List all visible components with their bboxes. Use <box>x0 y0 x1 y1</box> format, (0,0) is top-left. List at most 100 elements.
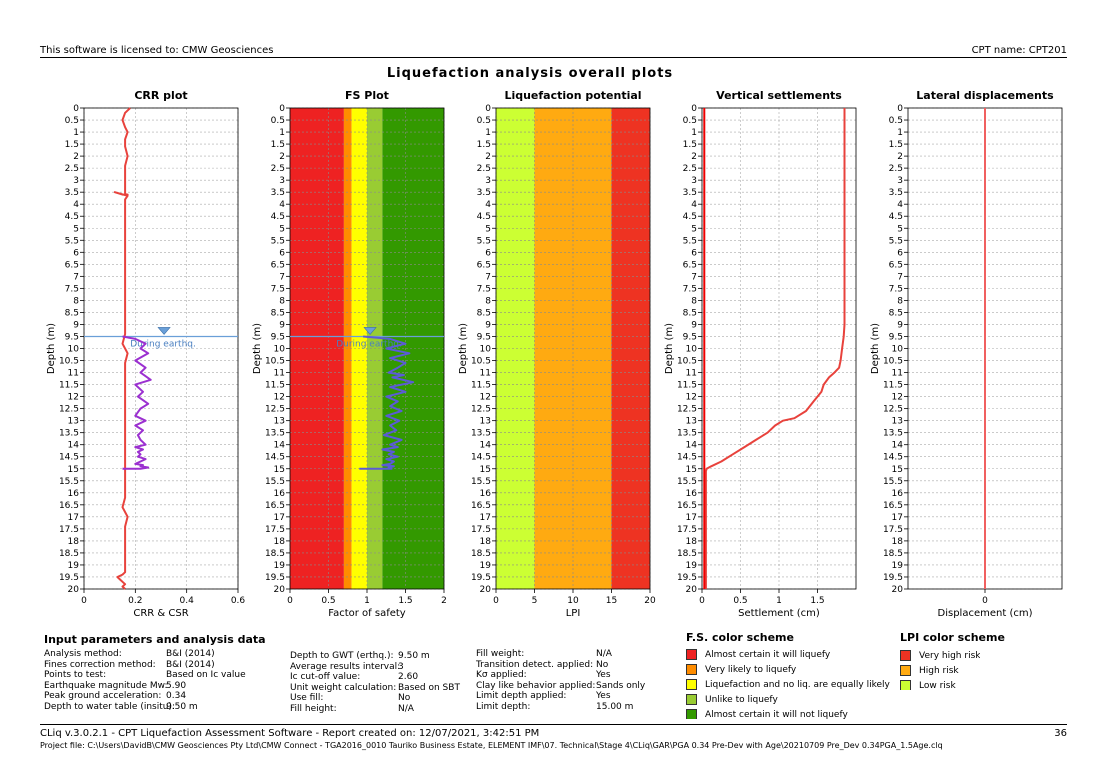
x-tick-label: 1.5 <box>810 596 824 606</box>
y-tick-label: 10 <box>68 345 80 355</box>
y-tick-label: 18 <box>480 537 492 547</box>
y-tick-label: 3.5 <box>683 188 697 198</box>
param-row: Analysis method: B&I (2014) <box>44 649 246 660</box>
y-tick-label: 12 <box>686 393 697 403</box>
y-tick-label: 14.5 <box>265 453 285 463</box>
y-tick-label: 10 <box>686 345 698 355</box>
y-tick-label: 11.5 <box>265 381 285 391</box>
y-tick-label: 12.5 <box>677 405 697 415</box>
y-tick-label: 11.5 <box>471 381 491 391</box>
legend-label: Almost certain it will liquefy <box>705 649 831 660</box>
legend-label: Unlike to liquefy <box>705 694 778 705</box>
y-tick-label: 15.5 <box>59 477 79 487</box>
y-tick-label: 13 <box>274 417 285 427</box>
y-tick-label: 10.5 <box>883 357 903 367</box>
y-tick-label: 18 <box>68 537 80 547</box>
param-key: Peak ground acceleration: <box>44 691 162 701</box>
x-tick-label: 10 <box>567 596 579 606</box>
y-tick-label: 5 <box>691 224 697 234</box>
y-tick-label: 18.5 <box>471 549 491 559</box>
y-tick-label: 8 <box>897 296 903 306</box>
y-tick-label: 14.5 <box>883 453 903 463</box>
y-tick-label: 1 <box>897 128 903 138</box>
y-tick-label: 5 <box>897 224 903 234</box>
y-tick-label: 0 <box>279 104 285 114</box>
y-tick-label: 7 <box>485 272 491 282</box>
y-axis-label: Depth (m) <box>458 323 469 374</box>
y-tick-label: 3 <box>485 176 491 186</box>
y-tick-label: 17 <box>892 513 903 523</box>
x-tick-label: 0 <box>81 596 87 606</box>
y-tick-label: 13.5 <box>59 429 79 439</box>
y-tick-label: 19 <box>480 561 492 571</box>
y-tick-label: 12.5 <box>59 405 79 415</box>
plot-panel-5: Lateral displacements00.511.522.533.544.… <box>870 89 1063 619</box>
color-swatch <box>686 694 697 705</box>
y-tick-label: 5.5 <box>889 236 903 246</box>
y-tick-label: 0 <box>485 104 491 114</box>
y-tick-label: 18.5 <box>883 549 903 559</box>
param-row: Average results interval: 3 <box>290 662 460 673</box>
x-axis-label: Settlement (cm) <box>738 608 820 619</box>
param-key: Fill height: <box>290 703 337 714</box>
y-axis-label: Depth (m) <box>252 323 263 374</box>
y-tick-label: 11 <box>480 369 491 379</box>
param-value: No <box>398 693 411 703</box>
param-key: Ic cut-off value: <box>290 672 361 682</box>
y-tick-label: 16 <box>480 489 492 499</box>
y-tick-label: 3 <box>897 176 903 186</box>
y-tick-label: 6 <box>485 248 491 258</box>
param-value: 2.60 <box>398 672 419 682</box>
fs-legend-item: Almost certain it will not liquefy <box>686 707 890 719</box>
color-swatch <box>900 650 911 661</box>
y-tick-label: 14 <box>686 441 698 451</box>
y-tick-label: 5.5 <box>65 236 79 246</box>
plot-title: Lateral displacements <box>916 89 1054 102</box>
y-tick-label: 0.5 <box>271 116 285 126</box>
y-tick-label: 6 <box>73 248 79 258</box>
y-tick-label: 2.5 <box>477 164 491 174</box>
y-tick-label: 9.5 <box>271 332 285 342</box>
param-row: Limit depth: 15.00 m <box>476 702 645 713</box>
y-tick-label: 15 <box>892 465 903 475</box>
y-tick-label: 17 <box>274 513 285 523</box>
param-key: Limit depth applied: <box>476 691 567 701</box>
y-tick-label: 5.5 <box>477 236 491 246</box>
param-value: 0.34 <box>166 691 187 701</box>
y-tick-label: 8.5 <box>889 308 903 318</box>
y-tick-label: 10 <box>480 345 492 355</box>
param-key: Unit weight calculation: <box>290 682 397 693</box>
y-tick-label: 2.5 <box>65 164 79 174</box>
y-tick-label: 2 <box>691 152 697 162</box>
y-tick-label: 12.5 <box>265 405 285 415</box>
y-tick-label: 20 <box>68 585 80 595</box>
y-tick-label: 12.5 <box>471 405 491 415</box>
y-tick-label: 11 <box>686 369 697 379</box>
y-tick-label: 12 <box>892 393 903 403</box>
y-tick-label: 7 <box>73 272 79 282</box>
y-tick-label: 9 <box>691 320 697 330</box>
y-tick-label: 19 <box>892 561 904 571</box>
plot-panel-2: FS Plot00.511.522.533.544.555.566.577.58… <box>252 89 447 619</box>
y-tick-label: 4.5 <box>65 212 79 222</box>
y-tick-label: 10.5 <box>677 357 697 367</box>
y-tick-label: 4.5 <box>271 212 285 222</box>
y-tick-label: 7.5 <box>477 284 491 294</box>
fs-scheme-legend: Almost certain it will liquefy Very likel… <box>686 647 890 719</box>
y-tick-label: 13.5 <box>677 429 697 439</box>
fs-legend-item: Liquefaction and no liq. are equally lik… <box>686 677 890 692</box>
y-tick-label: 18.5 <box>59 549 79 559</box>
y-tick-label: 5.5 <box>683 236 697 246</box>
param-row: Fines correction method: B&I (2014) <box>44 660 246 671</box>
footer-divider <box>40 724 1067 725</box>
param-row: Peak ground acceleration: 0.34 <box>44 691 246 702</box>
input-params-col3: Fill weight: N/A Transition detect. applie… <box>476 649 645 712</box>
y-tick-label: 14 <box>274 441 286 451</box>
y-tick-label: 7.5 <box>65 284 79 294</box>
y-tick-label: 9.5 <box>889 332 903 342</box>
page-title: Liquefaction analysis overall plots <box>386 66 674 81</box>
param-value: 15.00 m <box>596 701 634 712</box>
plot-panel-4: Vertical settlements00.511.522.533.544.5… <box>664 89 857 619</box>
page-number: 36 <box>1054 728 1067 739</box>
y-tick-label: 17.5 <box>59 525 79 535</box>
